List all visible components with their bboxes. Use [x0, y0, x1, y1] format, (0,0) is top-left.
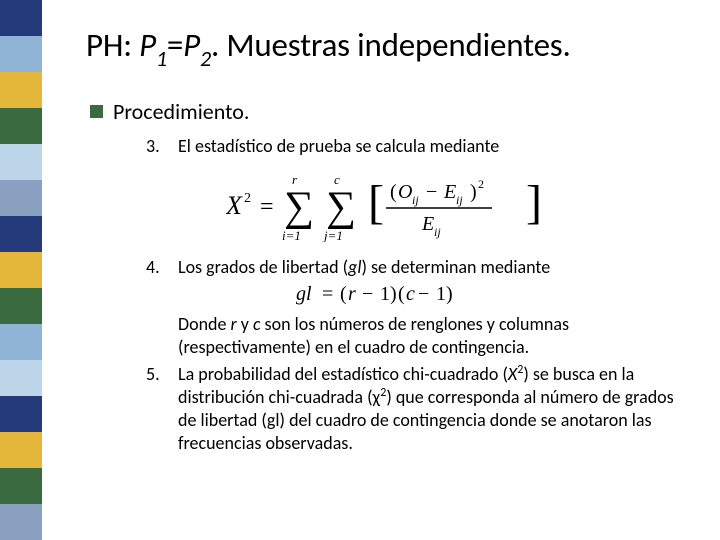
item4-part-a: Los grados de libertad (	[178, 256, 348, 278]
formula-chi-square: X 2 = ∑ r i=1 ∑ c j=1 [ ]	[226, 168, 696, 242]
gl-a: Donde	[178, 313, 231, 335]
title-var-p1: P	[139, 25, 156, 65]
svg-text:): )	[470, 181, 477, 203]
svg-text:1: 1	[380, 283, 390, 305]
decorative-sidebar	[0, 0, 42, 540]
sidebar-band	[0, 144, 42, 180]
svg-text:X: X	[226, 191, 243, 220]
sidebar-band	[0, 288, 42, 324]
svg-text:(: (	[398, 283, 405, 305]
svg-text:ij: ij	[456, 193, 463, 207]
title-var-p2: P	[183, 25, 200, 65]
svg-text:=: =	[260, 194, 274, 220]
item-number-5: 5.	[146, 363, 178, 455]
svg-text:2: 2	[478, 177, 484, 191]
sidebar-band	[0, 0, 42, 36]
svg-text:c: c	[334, 172, 340, 187]
sidebar-band	[0, 432, 42, 468]
sidebar-band	[0, 180, 42, 216]
svg-text:[: [	[368, 176, 384, 229]
title-suffix: . Muestras independientes.	[211, 25, 571, 65]
svg-text:∑: ∑	[326, 184, 356, 230]
svg-text:): )	[390, 283, 397, 305]
sidebar-band	[0, 468, 42, 504]
svg-text:=: =	[322, 283, 333, 305]
svg-text:(: (	[340, 283, 347, 305]
svg-text:c: c	[406, 283, 415, 305]
sidebar-band	[0, 216, 42, 252]
procedure-label: Procedimiento.	[113, 98, 249, 125]
list-item: 3. El estadístico de prueba se calcula m…	[146, 135, 696, 158]
item4-gl: gl	[348, 256, 361, 278]
page-title: PH: P1=P2. Muestras independientes.	[86, 26, 696, 70]
svg-text:ij: ij	[412, 193, 419, 207]
svg-text:gl: gl	[296, 283, 312, 305]
svg-text:2: 2	[244, 191, 251, 206]
svg-text:−: −	[418, 283, 429, 305]
svg-text:): )	[446, 283, 453, 305]
i5-x: X	[508, 363, 517, 385]
svg-text:−: −	[362, 283, 373, 305]
sidebar-band	[0, 504, 42, 540]
sidebar-band	[0, 252, 42, 288]
title-sub1: 1	[156, 45, 167, 72]
gl-b: y	[237, 313, 253, 335]
svg-text:ij: ij	[434, 225, 441, 239]
svg-text:(: (	[390, 181, 397, 203]
sidebar-band	[0, 108, 42, 144]
svg-text:O: O	[398, 181, 412, 203]
title-prefix: PH:	[86, 25, 139, 65]
i5-a: La probabilidad del estadístico chi-cuad…	[178, 363, 508, 385]
svg-text:1: 1	[436, 283, 446, 305]
formula-gl: gl = ( r − 1 ) ( c − 1 )	[296, 281, 696, 307]
svg-text:−: −	[426, 181, 437, 203]
square-bullet-icon	[90, 105, 103, 118]
svg-text:E: E	[443, 181, 456, 203]
svg-text:i=1: i=1	[282, 228, 301, 242]
svg-text:∑: ∑	[284, 184, 314, 230]
svg-text:]: ]	[526, 176, 542, 229]
svg-text:r: r	[348, 283, 356, 305]
gl-explanation: Donde r y c son los números de renglones…	[178, 313, 696, 359]
sidebar-band	[0, 324, 42, 360]
list-item: Donde r y c son los números de renglones…	[146, 313, 696, 359]
item-text-3: El estadístico de prueba se calcula medi…	[178, 135, 499, 158]
item-text-5: La probabilidad del estadístico chi-cuad…	[178, 363, 696, 455]
procedure-heading: Procedimiento.	[90, 98, 696, 125]
svg-text:j=1: j=1	[322, 228, 343, 242]
svg-text:E: E	[421, 213, 434, 235]
item-number-blank	[146, 313, 178, 359]
title-sub2: 2	[200, 45, 211, 72]
sidebar-band	[0, 72, 42, 108]
item4-part-b: ) se determinan mediante	[361, 256, 550, 278]
sidebar-band	[0, 36, 42, 72]
item-text-4: Los grados de libertad (gl) se determina…	[178, 256, 550, 279]
sidebar-band	[0, 360, 42, 396]
slide: PH: P1=P2. Muestras independientes. Proc…	[0, 0, 720, 540]
slide-content: PH: P1=P2. Muestras independientes. Proc…	[86, 26, 696, 459]
item-number-4: 4.	[146, 256, 178, 279]
title-eq: =	[167, 25, 183, 65]
list-item: 4. Los grados de libertad (gl) se determ…	[146, 256, 696, 279]
list-item: 5. La probabilidad del estadístico chi-c…	[146, 363, 696, 455]
sidebar-band	[0, 396, 42, 432]
item-number-3: 3.	[146, 135, 178, 158]
